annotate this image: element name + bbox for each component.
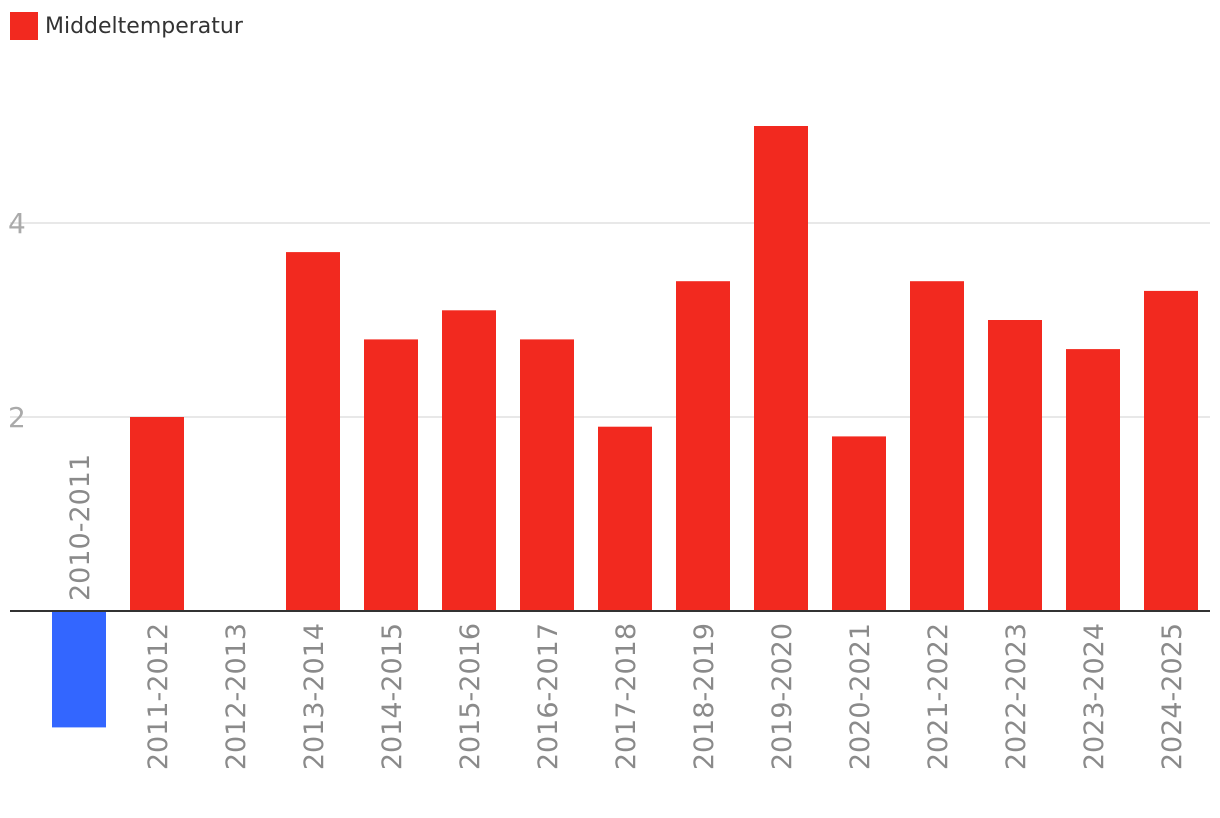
x-tick-label-2010-2011: 2010-2011	[65, 454, 96, 601]
x-tick-label-2015-2016: 2015-2016	[455, 623, 486, 770]
x-axis-ticks: 2010-2011 2011-2012 2012-2013 2013-2014 2014…	[65, 454, 1188, 770]
bar-2024-2025	[1144, 290, 1198, 611]
bar-2023-2024	[1066, 349, 1120, 611]
legend-label: Middeltemperatur	[45, 13, 243, 39]
x-tick-label-2013-2014: 2013-2014	[299, 623, 330, 770]
y-tick-label: 4	[8, 207, 26, 240]
x-tick-label-2021-2022: 2021-2022	[923, 623, 954, 770]
x-tick-label-2014-2015: 2014-2015	[377, 623, 408, 770]
x-tick-label-2019-2020: 2019-2020	[767, 623, 798, 770]
x-tick-label-2024-2025: 2024-2025	[1157, 623, 1188, 770]
bar-2011-2012	[130, 417, 184, 611]
x-tick-label-2020-2021: 2020-2021	[845, 623, 876, 770]
x-tick-label-2012-2013: 2012-2013	[221, 623, 252, 770]
x-tick-label-2018-2019: 2018-2019	[689, 623, 720, 770]
bar-2010-2011	[52, 611, 106, 728]
y-axis-ticks: 24	[8, 207, 26, 434]
x-tick-label-2023-2024: 2023-2024	[1079, 623, 1110, 770]
bar-2022-2023	[988, 320, 1042, 611]
y-tick-label: 2	[8, 401, 26, 434]
bar-2020-2021	[832, 436, 886, 611]
x-tick-label-2011-2012: 2011-2012	[143, 623, 174, 770]
bar-2016-2017	[520, 339, 574, 611]
legend: Middeltemperatur	[10, 12, 243, 40]
bar-2013-2014	[286, 252, 340, 611]
x-tick-label-2017-2018: 2017-2018	[611, 623, 642, 770]
bar-2015-2016	[442, 310, 496, 611]
legend-swatch	[10, 12, 38, 40]
bar-2017-2018	[598, 426, 652, 611]
x-tick-label-2022-2023: 2022-2023	[1001, 623, 1032, 770]
x-tick-label-2016-2017: 2016-2017	[533, 623, 564, 770]
bar-2021-2022	[910, 281, 964, 611]
bars	[52, 126, 1198, 728]
bar-2019-2020	[754, 126, 808, 611]
bar-2018-2019	[676, 281, 730, 611]
bar-2014-2015	[364, 339, 418, 611]
